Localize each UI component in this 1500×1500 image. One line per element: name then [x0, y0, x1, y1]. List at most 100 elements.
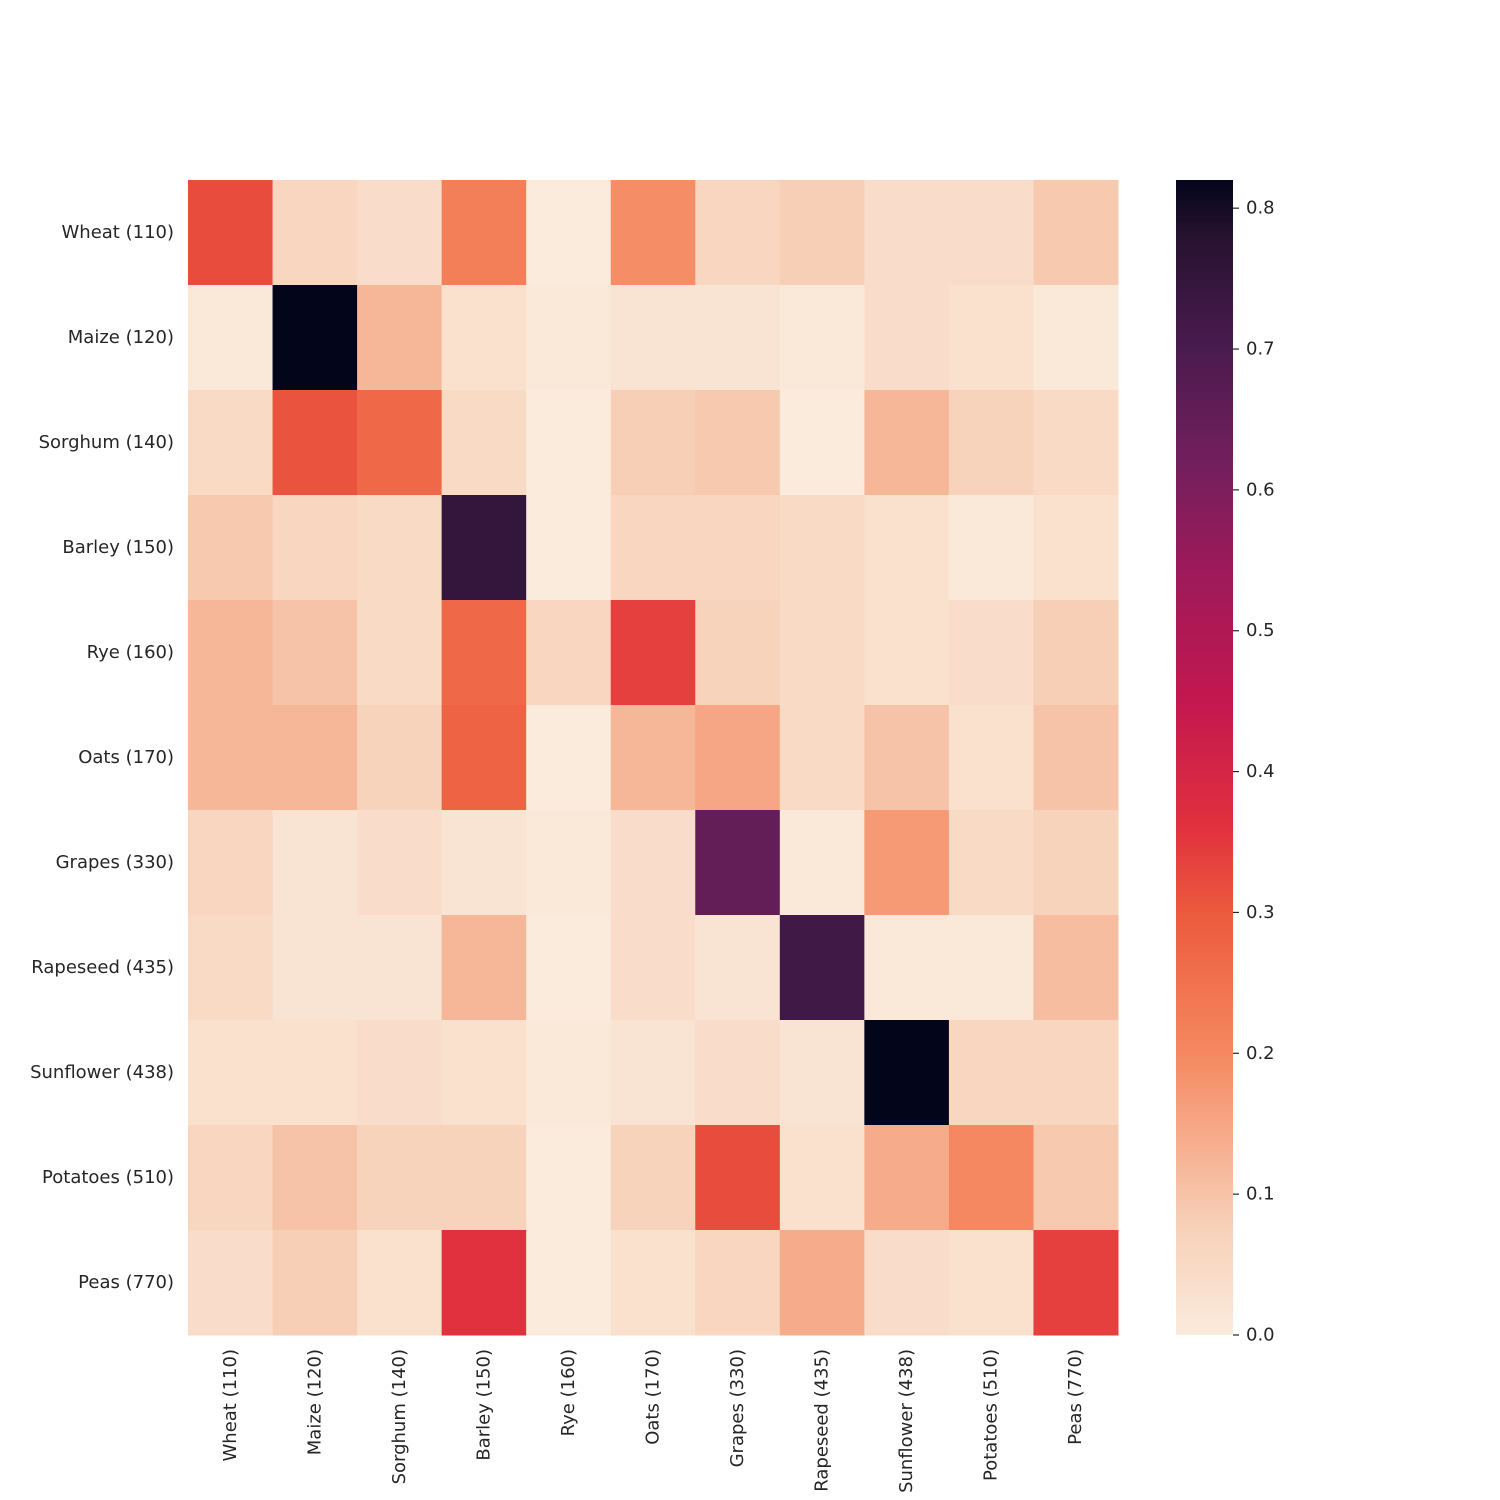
heatmap-cell-r3-c5: [610, 495, 696, 601]
heatmap-cell-r9-c2: [357, 1125, 443, 1231]
colorbar: 0.0 0.1 0.2 0.3 0.4 0.5 0.6 0.7 0.8: [1176, 180, 1275, 1346]
heatmap-cell-r4-c7: [779, 600, 865, 706]
heatmap-cell-r10-c2: [357, 1230, 443, 1336]
y-tick-label: Rye (160): [87, 642, 174, 663]
heatmap-cell-r5-c4: [526, 705, 612, 811]
heatmap-cell-r4-c4: [526, 600, 612, 706]
heatmap-cells: [188, 180, 1119, 1336]
heatmap-cell-r5-c7: [779, 705, 865, 811]
heatmap-cell-r8-c7: [779, 1020, 865, 1126]
heatmap-cell-r1-c1: [272, 285, 358, 391]
heatmap-cell-r1-c8: [864, 285, 950, 391]
heatmap-cell-r9-c4: [526, 1125, 612, 1231]
heatmap-cell-r1-c0: [188, 285, 274, 391]
heatmap-cell-r5-c1: [272, 705, 358, 811]
heatmap-cell-r1-c3: [441, 285, 527, 391]
x-tick-label: Potatoes (510): [981, 1349, 1002, 1481]
x-tick-label: Rye (160): [558, 1349, 579, 1436]
x-tick-label: Oats (170): [643, 1349, 664, 1445]
y-tick-label: Wheat (110): [62, 222, 175, 243]
heatmap-cell-r0-c3: [441, 180, 527, 286]
y-tick-label: Sorghum (140): [39, 432, 174, 453]
heatmap-cell-r3-c6: [695, 495, 781, 601]
heatmap-cell-r9-c1: [272, 1125, 358, 1231]
heatmap-cell-r1-c2: [357, 285, 443, 391]
heatmap-cell-r2-c3: [441, 390, 527, 496]
heatmap-cell-r2-c0: [188, 390, 274, 496]
colorbar-tick-label: 0.7: [1246, 339, 1275, 360]
heatmap-cell-r3-c8: [864, 495, 950, 601]
heatmap-cell-r7-c7: [779, 915, 865, 1021]
heatmap-cell-r4-c3: [441, 600, 527, 706]
heatmap-cell-r10-c10: [1033, 1230, 1119, 1336]
heatmap-cell-r4-c2: [357, 600, 443, 706]
heatmap-cell-r3-c0: [188, 495, 274, 601]
y-tick-label: Peas (770): [78, 1272, 174, 1293]
x-tick-label: Barley (150): [473, 1349, 494, 1461]
y-tick-label: Grapes (330): [56, 852, 174, 873]
heatmap-cell-r6-c7: [779, 810, 865, 916]
heatmap-cell-r9-c8: [864, 1125, 950, 1231]
heatmap-cell-r7-c3: [441, 915, 527, 1021]
x-tick-label: Maize (120): [304, 1349, 325, 1455]
heatmap-cell-r10-c0: [188, 1230, 274, 1336]
heatmap-cell-r8-c9: [948, 1020, 1034, 1126]
heatmap-cell-r3-c4: [526, 495, 612, 601]
heatmap-cell-r0-c10: [1033, 180, 1119, 286]
heatmap-cell-r7-c8: [864, 915, 950, 1021]
heatmap-cell-r1-c7: [779, 285, 865, 391]
colorbar-tick-label: 0.4: [1246, 761, 1275, 782]
heatmap-cell-r2-c10: [1033, 390, 1119, 496]
heatmap-cell-r1-c4: [526, 285, 612, 391]
heatmap-cell-r5-c0: [188, 705, 274, 811]
heatmap-cell-r8-c6: [695, 1020, 781, 1126]
heatmap-cell-r3-c1: [272, 495, 358, 601]
heatmap-cell-r2-c9: [948, 390, 1034, 496]
heatmap-cell-r3-c9: [948, 495, 1034, 601]
heatmap-cell-r7-c4: [526, 915, 612, 1021]
heatmap-cell-r6-c5: [610, 810, 696, 916]
heatmap-cell-r1-c10: [1033, 285, 1119, 391]
y-tick-label: Rapeseed (435): [31, 957, 174, 978]
heatmap-cell-r2-c5: [610, 390, 696, 496]
heatmap-cell-r9-c7: [779, 1125, 865, 1231]
x-tick-label: Rapeseed (435): [812, 1349, 833, 1492]
colorbar-tick-label: 0.1: [1246, 1184, 1275, 1205]
heatmap-cell-r9-c6: [695, 1125, 781, 1231]
colorbar-tick-label: 0.2: [1246, 1043, 1275, 1064]
heatmap-cell-r10-c6: [695, 1230, 781, 1336]
x-tick-label: Sunflower (438): [896, 1349, 917, 1493]
heatmap-cell-r1-c5: [610, 285, 696, 391]
heatmap-cell-r10-c8: [864, 1230, 950, 1336]
heatmap-cell-r3-c2: [357, 495, 443, 601]
heatmap-cell-r7-c9: [948, 915, 1034, 1021]
heatmap-cell-r10-c4: [526, 1230, 612, 1336]
heatmap-cell-r8-c1: [272, 1020, 358, 1126]
heatmap-cell-r3-c10: [1033, 495, 1119, 601]
heatmap-cell-r8-c4: [526, 1020, 612, 1126]
heatmap-cell-r5-c6: [695, 705, 781, 811]
heatmap-cell-r0-c5: [610, 180, 696, 286]
colorbar-tick-label: 0.3: [1246, 902, 1275, 923]
heatmap-cell-r2-c6: [695, 390, 781, 496]
x-tick-label: Sorghum (140): [389, 1349, 410, 1484]
heatmap-cell-r7-c1: [272, 915, 358, 1021]
heatmap-cell-r3-c3: [441, 495, 527, 601]
heatmap-cell-r5-c10: [1033, 705, 1119, 811]
heatmap-cell-r6-c0: [188, 810, 274, 916]
y-tick-labels: Wheat (110) Maize (120) Sorghum (140) Barle…: [30, 222, 175, 1293]
heatmap-cell-r9-c10: [1033, 1125, 1119, 1231]
heatmap-cell-r6-c2: [357, 810, 443, 916]
heatmap-cell-r4-c10: [1033, 600, 1119, 706]
y-tick-label: Barley (150): [62, 537, 174, 558]
heatmap-cell-r9-c9: [948, 1125, 1034, 1231]
heatmap-cell-r6-c6: [695, 810, 781, 916]
heatmap-cell-r0-c7: [779, 180, 865, 286]
heatmap-cell-r3-c7: [779, 495, 865, 601]
heatmap-cell-r2-c8: [864, 390, 950, 496]
colorbar-tick-label: 0.0: [1246, 1325, 1275, 1346]
heatmap-cell-r0-c1: [272, 180, 358, 286]
y-tick-label: Maize (120): [68, 327, 174, 348]
colorbar-tick-label: 0.8: [1246, 198, 1275, 219]
